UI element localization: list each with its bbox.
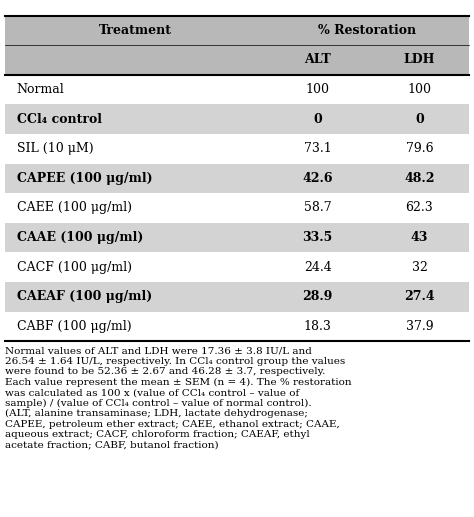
- Text: Normal: Normal: [17, 83, 64, 96]
- Text: 58.7: 58.7: [304, 202, 331, 215]
- Bar: [265, 223, 370, 252]
- Bar: [5, 282, 265, 312]
- Bar: [265, 193, 370, 223]
- Bar: [5, 16, 265, 45]
- Text: ALT: ALT: [304, 53, 331, 66]
- Text: 100: 100: [306, 83, 329, 96]
- Bar: [5, 45, 265, 75]
- Bar: [265, 312, 370, 341]
- Bar: [370, 193, 469, 223]
- Text: CAEAF (100 μg/ml): CAEAF (100 μg/ml): [17, 291, 152, 303]
- Text: 42.6: 42.6: [302, 172, 333, 185]
- Bar: [370, 252, 469, 282]
- Bar: [5, 163, 265, 193]
- Bar: [5, 193, 265, 223]
- Text: % Restoration: % Restoration: [318, 24, 417, 37]
- Bar: [5, 75, 265, 104]
- Text: Treatment: Treatment: [99, 24, 172, 37]
- Bar: [265, 75, 370, 104]
- Bar: [265, 282, 370, 312]
- Bar: [5, 312, 265, 341]
- Text: 79.6: 79.6: [406, 142, 433, 155]
- Bar: [265, 163, 370, 193]
- Text: 32: 32: [411, 261, 428, 273]
- Bar: [370, 134, 469, 163]
- Bar: [265, 45, 370, 75]
- Bar: [5, 223, 265, 252]
- Text: 37.9: 37.9: [406, 320, 433, 333]
- Text: 24.4: 24.4: [304, 261, 331, 273]
- Text: LDH: LDH: [404, 53, 435, 66]
- Text: 28.9: 28.9: [302, 291, 333, 303]
- Bar: [265, 104, 370, 134]
- Text: 0: 0: [415, 113, 424, 126]
- Text: CABF (100 μg/ml): CABF (100 μg/ml): [17, 320, 131, 333]
- Text: CAPEE (100 μg/ml): CAPEE (100 μg/ml): [17, 172, 152, 185]
- Text: SIL (10 μM): SIL (10 μM): [17, 142, 93, 155]
- Text: CAEE (100 μg/ml): CAEE (100 μg/ml): [17, 202, 132, 215]
- Bar: [265, 134, 370, 163]
- Bar: [5, 252, 265, 282]
- Bar: [265, 16, 469, 45]
- Bar: [370, 45, 469, 75]
- Bar: [370, 312, 469, 341]
- Bar: [5, 134, 265, 163]
- Text: Normal values of ALT and LDH were 17.36 ± 3.8 IU/L and
26.54 ± 1.64 IU/L, respec: Normal values of ALT and LDH were 17.36 …: [5, 346, 351, 449]
- Bar: [370, 104, 469, 134]
- Text: 0: 0: [313, 113, 322, 126]
- Text: 62.3: 62.3: [406, 202, 433, 215]
- Text: CCl₄ control: CCl₄ control: [17, 113, 101, 126]
- Bar: [370, 223, 469, 252]
- Text: 43: 43: [411, 231, 428, 244]
- Text: 27.4: 27.4: [404, 291, 435, 303]
- Text: CAAE (100 μg/ml): CAAE (100 μg/ml): [17, 231, 143, 244]
- Text: CACF (100 μg/ml): CACF (100 μg/ml): [17, 261, 132, 273]
- Text: 100: 100: [408, 83, 431, 96]
- Bar: [370, 75, 469, 104]
- Text: 48.2: 48.2: [404, 172, 435, 185]
- Text: 18.3: 18.3: [304, 320, 331, 333]
- Bar: [265, 252, 370, 282]
- Text: 73.1: 73.1: [304, 142, 331, 155]
- Bar: [5, 104, 265, 134]
- Bar: [370, 282, 469, 312]
- Text: 33.5: 33.5: [302, 231, 333, 244]
- Bar: [370, 163, 469, 193]
